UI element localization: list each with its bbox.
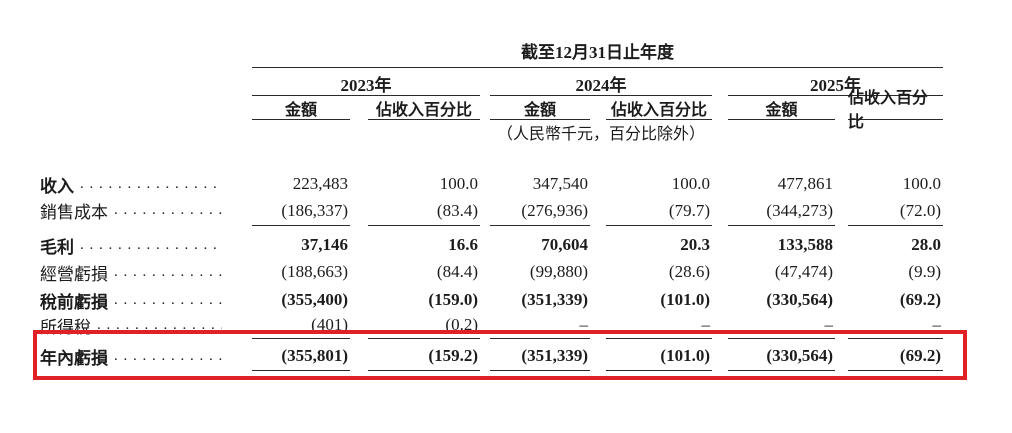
pct-cell: 100.0	[671, 174, 710, 193]
pct-cell: (79.7)	[668, 200, 710, 220]
amount-cell: 70,604	[541, 235, 588, 254]
row-label: 毛利	[40, 237, 74, 257]
pct-column-header-2024: 佔收入百分比	[606, 96, 712, 120]
pct-cell: 100.0	[902, 174, 941, 193]
pct-cell: (159.2)	[428, 346, 478, 365]
amount-cell: (99,880)	[529, 262, 588, 281]
divider-line	[606, 338, 712, 339]
amount-cell: –	[579, 315, 589, 334]
amount-cell: (355,801)	[281, 346, 348, 365]
double-rule-line	[848, 370, 943, 377]
table-title: 截至12月31日止年度	[521, 42, 674, 62]
amount-cell: (351,339)	[521, 346, 588, 365]
divider-line	[252, 225, 350, 226]
amount-column-header-2025: 金額	[728, 96, 835, 120]
row-label: 銷售成本	[40, 203, 108, 222]
row-label: 年內虧損	[40, 348, 108, 368]
divider-line	[606, 225, 712, 226]
pct-cell: (28.6)	[668, 262, 710, 281]
divider-line	[368, 338, 480, 339]
amount-cell: (351,339)	[521, 290, 588, 309]
pct-cell: (159.0)	[428, 290, 478, 309]
amount-column-header-2024: 金額	[490, 96, 590, 120]
amount-cell: (276,936)	[521, 200, 588, 220]
pct-cell: 28.0	[911, 235, 941, 254]
row-label: 收入	[40, 176, 74, 196]
pct-cell: 100.0	[439, 174, 478, 193]
leader-dots: . . . . . . . . . . . . . . . . . . . . …	[80, 175, 222, 192]
pct-cell: 20.3	[680, 235, 710, 254]
pct-cell: (101.0)	[660, 290, 710, 309]
pct-column-header-2025: 佔收入百分比	[848, 90, 943, 131]
leader-dots: . . . . . . . . . . . . . . . . . . . . …	[114, 202, 222, 218]
leader-dots: . . . . . . . . . . . . . . . . . . . . …	[80, 236, 222, 253]
divider-line	[490, 338, 590, 339]
leader-dots: . . . . . . . . . . . . . . . . . . . . …	[114, 291, 222, 308]
pct-column-header-2023: 佔收入百分比	[368, 96, 480, 120]
pct-cell: –	[932, 315, 942, 334]
divider-line	[252, 338, 350, 339]
pct-cell: (69.2)	[899, 290, 941, 309]
divider-line	[490, 225, 590, 226]
divider-line	[848, 225, 943, 226]
amount-cell: (47,474)	[774, 262, 833, 281]
row-label: 經營虧損	[40, 264, 108, 284]
pct-cell: 16.6	[448, 235, 478, 254]
amount-cell: (401)	[311, 315, 348, 334]
divider-line	[368, 225, 480, 226]
amount-cell: 37,146	[301, 235, 348, 254]
amount-cell: 347,540	[532, 174, 588, 193]
pct-cell: (0.2)	[445, 315, 478, 334]
double-rule-line	[252, 370, 350, 377]
amount-cell: (330,564)	[766, 346, 833, 365]
table-body: 收入 . . . . . . . . . . . . . . . . . . . …	[40, 170, 943, 382]
amount-cell: (188,663)	[281, 262, 348, 281]
row-label: 稅前虧損	[40, 292, 108, 312]
pct-cell: (84.4)	[436, 262, 478, 281]
double-rule-line	[368, 370, 480, 377]
header-top-rule	[252, 67, 943, 68]
double-rule-line	[490, 370, 590, 377]
pct-cell: (69.2)	[899, 346, 941, 365]
divider-line	[848, 338, 943, 339]
amount-cell: 477,861	[777, 174, 833, 193]
amount-cell: 133,588	[777, 235, 833, 254]
amount-cell: (330,564)	[766, 290, 833, 309]
double-rule-line	[728, 370, 835, 377]
year-group-2024: 2024年	[490, 72, 712, 96]
double-rule-line	[606, 370, 712, 377]
year-group-2023: 2023年	[252, 72, 480, 96]
pct-cell: –	[701, 315, 711, 334]
amount-cell: 223,483	[292, 174, 348, 193]
leader-dots: . . . . . . . . . . . . . . . . . . . . …	[114, 347, 222, 364]
units-note: （人民幣千元，百分比除外）	[496, 126, 705, 143]
year-group-2025: 2025年	[728, 72, 943, 96]
divider-line	[728, 338, 835, 339]
divider-line	[728, 225, 835, 226]
row-label: 所得稅	[40, 317, 91, 337]
amount-column-header-2023: 金額	[252, 96, 350, 120]
table-header: 截至12月31日止年度 2023年 2024年 2025年 金額 佔收入百分比 …	[40, 36, 943, 144]
pct-cell: (83.4)	[436, 200, 478, 220]
pct-cell: (101.0)	[660, 346, 710, 365]
pct-cell: (9.9)	[908, 262, 941, 281]
leader-dots: . . . . . . . . . . . . . . . . . . . . …	[114, 263, 222, 280]
leader-dots: . . . . . . . . . . . . . . . . . . . . …	[97, 316, 222, 333]
amount-cell: (186,337)	[281, 200, 348, 220]
amount-cell: –	[824, 315, 834, 334]
amount-cell: (344,273)	[766, 200, 833, 220]
pct-cell: (72.0)	[899, 200, 941, 220]
amount-cell: (355,400)	[281, 290, 348, 309]
